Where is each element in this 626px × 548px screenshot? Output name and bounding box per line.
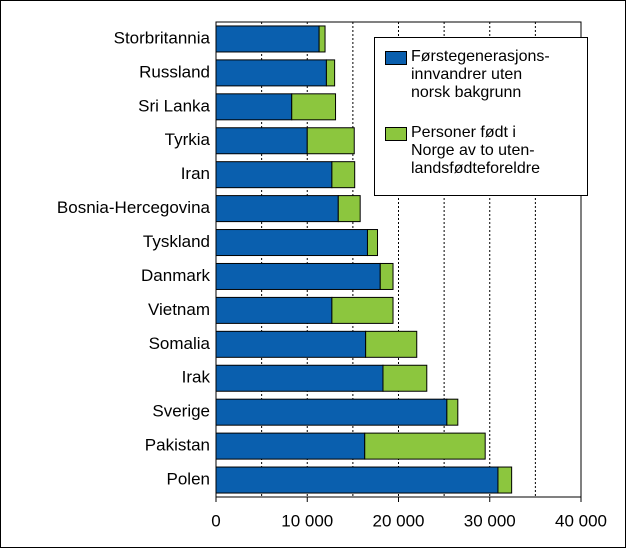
bar-segment (382, 364, 428, 392)
y-tick-label: Pakistan (145, 436, 210, 455)
bar-segment (215, 93, 293, 121)
bar-segment (364, 432, 486, 460)
bar-segment (366, 229, 379, 257)
y-tick-label: Iran (181, 164, 210, 183)
bar-segment (215, 330, 367, 358)
bar-segment (215, 364, 384, 392)
y-tick-label: Russland (139, 62, 210, 81)
bar-segment (215, 195, 339, 223)
y-tick-label: Bosnia-Hercegovina (57, 198, 211, 217)
y-tick-label: Vietnam (148, 300, 210, 319)
y-tick-label: Polen (167, 470, 210, 489)
bar-segment (306, 127, 355, 155)
bar-segment (318, 25, 326, 53)
bar-segment (379, 262, 394, 290)
y-tick-label: Tyrkia (165, 130, 211, 149)
bar-segment (215, 127, 308, 155)
bar-segment (291, 93, 337, 121)
y-tick-label: Sverige (152, 402, 210, 421)
bar-segment (215, 25, 320, 53)
plot-area (215, 21, 582, 498)
bar-segment (215, 398, 448, 426)
legend: Førstegenerasjons- innvandrer uten norsk… (374, 37, 588, 196)
x-tick-label: 40 000 (555, 511, 607, 530)
y-tick-label: Somalia (149, 334, 211, 353)
bar-segment (215, 161, 333, 189)
bar-segment (331, 296, 394, 324)
y-tick-label: Storbritannia (114, 28, 211, 47)
x-tick-label: 0 (211, 511, 220, 530)
bar-segment (215, 262, 381, 290)
bar-segment (337, 195, 361, 223)
x-tick-label: 10 000 (281, 511, 333, 530)
bar-segment (497, 466, 513, 494)
y-tick-label: Irak (182, 368, 211, 387)
legend-label: Førstegenerasjons- innvandrer uten norsk… (411, 48, 550, 101)
bar-segment (215, 296, 333, 324)
bar-segment (325, 59, 336, 87)
x-tick-label: 30 000 (464, 511, 516, 530)
bar-segment (215, 229, 368, 257)
bar-segment (331, 161, 356, 189)
bar-segment (215, 59, 327, 87)
bar-segment (215, 466, 499, 494)
y-tick-label: Tyskland (143, 232, 210, 251)
bar-segment (446, 398, 459, 426)
x-tick-label: 20 000 (373, 511, 425, 530)
legend-swatch (385, 127, 407, 141)
legend-swatch (385, 51, 407, 65)
legend-label: Personer født i Norge av to uten- landsf… (411, 124, 540, 177)
y-tick-label: Sri Lanka (138, 96, 210, 115)
y-tick-label: Danmark (141, 266, 210, 285)
bar-segment (215, 432, 366, 460)
bar-segment (365, 330, 418, 358)
